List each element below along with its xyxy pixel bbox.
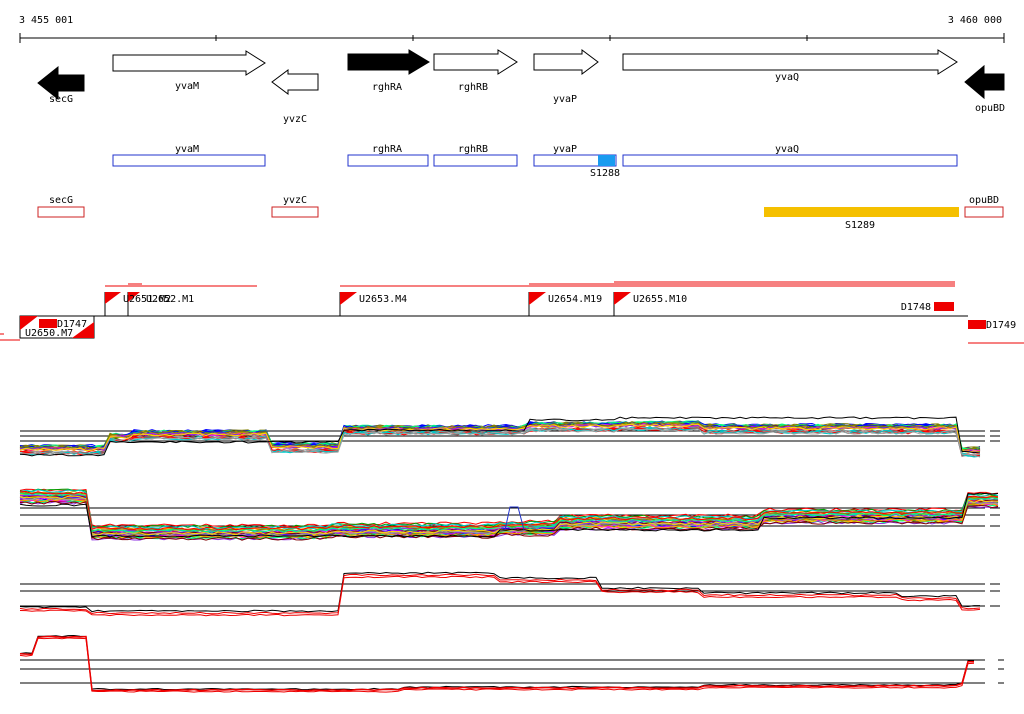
ruler-end-label: 3 460 000 xyxy=(948,15,1002,26)
downshift-label: D1749 xyxy=(986,320,1016,331)
plus-box-rghrb[interactable]: rghRB xyxy=(433,144,518,167)
plus-box-rghra[interactable]: rghRA xyxy=(347,144,429,167)
ruler-start-label: 3 455 001 xyxy=(19,15,73,26)
expression-panel-plus-summary xyxy=(19,571,1000,617)
unit-label: U2655.M10 xyxy=(633,294,687,305)
downshift-d1747[interactable]: D1747 xyxy=(39,319,87,330)
expression-trace xyxy=(20,423,981,453)
transcription-unit-track: U2651.M2 U2652.M1 U2653.M4 U2654.M19 U26… xyxy=(0,281,1024,344)
expression-trace xyxy=(504,506,525,531)
expression-panel-minus-summary xyxy=(19,634,1004,693)
gene-label: secG xyxy=(49,94,73,105)
gene-arrow-secg[interactable]: secG xyxy=(37,65,85,105)
unit-u2651-m2[interactable]: U2651.M2 U2652.M1 xyxy=(104,292,194,316)
expression-trace xyxy=(19,416,981,457)
feature-label: S1288 xyxy=(590,168,620,179)
minus-box-secg[interactable]: secG xyxy=(37,195,85,218)
box-label: yvaP xyxy=(553,144,577,155)
gene-arrow-opubd[interactable]: opuBD xyxy=(964,64,1005,114)
box-label: rghRB xyxy=(458,144,488,155)
gene-label: yvzC xyxy=(283,114,307,125)
unit-label: U2650.M7 xyxy=(25,328,73,339)
downshift-label: D1747 xyxy=(57,319,87,330)
unit-u2653-m4[interactable]: U2653.M4 xyxy=(339,292,407,316)
expression-trace xyxy=(19,489,999,530)
unit-u2650-m7[interactable]: U2650.M7 xyxy=(0,315,95,341)
expression-trace xyxy=(19,575,981,617)
plus-box-yvam[interactable]: yvaM xyxy=(112,144,266,167)
expression-trace xyxy=(19,573,981,615)
unit-label: U2653.M4 xyxy=(359,294,407,305)
plus-box-yvaq[interactable]: yvaQ xyxy=(622,144,958,167)
unit-u2654-m19[interactable]: U2654.M19 xyxy=(528,292,602,316)
box-label: yvaM xyxy=(175,144,199,155)
expression-trace xyxy=(19,427,981,458)
expression-trace xyxy=(19,492,999,538)
expression-trace xyxy=(19,571,980,613)
expression-trace xyxy=(19,427,981,458)
gene-label: yvaM xyxy=(175,81,199,92)
gene-label: yvaP xyxy=(553,94,577,105)
expression-trace xyxy=(19,490,999,531)
gene-label: rghRB xyxy=(458,82,488,93)
expression-trace xyxy=(19,494,999,534)
gene-arrow-yvaq[interactable]: yvaQ xyxy=(622,49,958,83)
expression-trace xyxy=(19,423,981,453)
gene-arrow-rghra[interactable]: rghRA xyxy=(347,49,430,93)
box-label: opuBD xyxy=(969,195,999,206)
feature-s1289[interactable]: S1289 xyxy=(764,207,959,231)
gene-arrow-yvap[interactable]: yvaP xyxy=(533,49,599,105)
expression-trace xyxy=(19,634,975,691)
gene-arrow-track: secG yvaM yvzC rghRA rghRB yvaP xyxy=(37,49,1005,125)
minus-box-yvzc[interactable]: yvzC xyxy=(271,195,319,218)
expression-trace xyxy=(19,637,975,693)
gene-arrow-yvzc[interactable]: yvzC xyxy=(271,69,319,125)
feature-label: S1289 xyxy=(845,220,875,231)
box-label: secG xyxy=(49,195,73,206)
plus-strand-track: yvaM rghRA rghRB yvaP yvaQ S1288 xyxy=(112,144,958,179)
minus-box-opubd[interactable]: opuBD xyxy=(964,195,1004,218)
box-label: yvaQ xyxy=(775,144,799,155)
downshift-d1748[interactable]: D1748 xyxy=(901,302,954,313)
expression-trace xyxy=(19,635,974,692)
expression-panel-plus-multi xyxy=(19,416,1000,458)
box-label: rghRA xyxy=(372,144,402,155)
gene-label: yvaQ xyxy=(775,72,799,83)
expression-trace xyxy=(19,498,999,539)
plus-box-yvap[interactable]: yvaP xyxy=(533,144,617,167)
unit-u2655-m10[interactable]: U2655.M10 xyxy=(613,292,687,316)
unit-label: U2651.M2 xyxy=(123,294,171,305)
gene-arrow-yvam[interactable]: yvaM xyxy=(112,50,266,92)
box-label: yvzC xyxy=(283,195,307,206)
unit-label: U2654.M19 xyxy=(548,294,602,305)
feature-s1288[interactable]: S1288 xyxy=(590,155,620,179)
expression-trace xyxy=(19,492,999,533)
coordinate-ruler: 3 455 001 3 460 000 xyxy=(19,15,1005,43)
expression-trace xyxy=(19,500,999,541)
downshift-label: D1748 xyxy=(901,302,931,313)
gene-label: rghRA xyxy=(372,82,402,93)
expression-panel-minus-multi xyxy=(19,488,1000,541)
gene-arrow-rghrb[interactable]: rghRB xyxy=(433,49,518,93)
minus-strand-track: secG yvzC opuBD S1289 xyxy=(37,195,1004,231)
downshift-d1749[interactable]: D1749 xyxy=(968,320,1024,344)
gene-label: opuBD xyxy=(975,103,1005,114)
unit-label-overlap: U2652.M1 xyxy=(146,294,194,305)
